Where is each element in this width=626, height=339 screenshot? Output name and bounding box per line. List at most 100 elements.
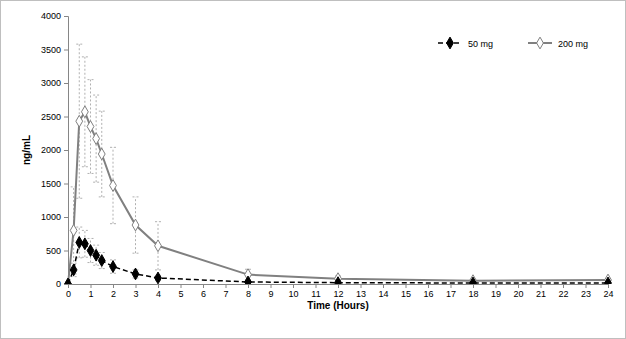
tick-label: 16 <box>423 289 433 299</box>
marker <box>470 277 477 284</box>
tick-label: 0 <box>66 289 71 299</box>
tick: 14 <box>378 284 388 299</box>
tick-label: 23 <box>581 289 591 299</box>
tick-label: 3500 <box>41 45 61 55</box>
marker <box>98 255 105 267</box>
legend-marker <box>447 37 454 49</box>
tick: 3500 <box>41 45 68 55</box>
tick-label: 18 <box>468 289 478 299</box>
tick-label: 15 <box>401 289 411 299</box>
tick-mark <box>383 284 384 288</box>
tick-label: 10 <box>288 289 298 299</box>
marker <box>81 106 88 118</box>
error-bar <box>82 230 88 257</box>
tick: 1 <box>88 284 93 299</box>
tick: 11 <box>311 284 320 299</box>
chart-border <box>1 1 626 339</box>
tick-mark <box>428 284 429 288</box>
legend: 50 mg200 mg <box>438 37 588 49</box>
tick-mark <box>91 284 92 288</box>
tick-label: 9 <box>268 289 273 299</box>
tick-label: 4 <box>156 289 161 299</box>
tick-label: 12 <box>333 289 343 299</box>
tick-label: 0 <box>56 279 61 289</box>
tick-mark <box>316 284 317 288</box>
error-bar <box>110 147 116 223</box>
y-axis: 0 500 1000 1500 2000 2500 3000 3500 4000 <box>41 11 69 289</box>
tick: 17 <box>446 284 456 299</box>
error-bar <box>99 111 105 197</box>
marker <box>76 237 83 249</box>
tick-label: 11 <box>311 289 320 299</box>
tick-mark <box>64 284 68 285</box>
tick-mark <box>541 284 542 288</box>
legend-label: 50 mg <box>468 39 493 49</box>
marker <box>65 278 72 284</box>
tick-mark <box>136 284 137 288</box>
marker <box>70 225 77 237</box>
tick-label: 21 <box>536 289 546 299</box>
tick: 4000 <box>41 11 68 21</box>
marker <box>70 264 77 276</box>
error-bar <box>82 57 88 167</box>
error-bar <box>93 95 99 182</box>
tick: 2 <box>111 284 116 299</box>
tick-label: 1 <box>88 289 93 299</box>
tick-label: 500 <box>46 246 61 256</box>
tick: 500 <box>46 246 68 256</box>
tick: 12 <box>333 284 343 299</box>
tick: 15 <box>401 284 411 299</box>
tick-label: 1000 <box>41 212 61 222</box>
error-bars <box>65 44 611 284</box>
data-area <box>65 44 612 284</box>
series-group <box>65 44 612 284</box>
tick-mark <box>64 251 68 252</box>
tick: 2000 <box>41 145 68 155</box>
tick-label: 24 <box>603 289 613 299</box>
tick-label: 3 <box>133 289 138 299</box>
y-axis-title: ng/mL <box>21 135 32 165</box>
tick-mark <box>361 284 362 288</box>
marker <box>110 180 117 192</box>
tick-label: 2000 <box>41 145 61 155</box>
legend-marker <box>537 37 544 49</box>
tick-mark <box>181 284 182 288</box>
tick-mark <box>518 284 519 288</box>
tick: 1500 <box>41 179 68 189</box>
tick-label: 13 <box>356 289 366 299</box>
marker <box>81 238 88 250</box>
marker <box>605 277 612 284</box>
tick: 4 <box>156 284 161 299</box>
error-bar <box>110 260 116 273</box>
tick-label: 3000 <box>41 78 61 88</box>
tick-label: 19 <box>491 289 501 299</box>
tick-label: 5 <box>178 289 183 299</box>
tick-mark <box>406 284 407 288</box>
tick-mark <box>473 284 474 288</box>
tick-label: 1500 <box>41 179 61 189</box>
tick: 19 <box>491 284 501 299</box>
tick-mark <box>64 50 68 51</box>
error-bar <box>155 222 161 270</box>
tick: 10 <box>288 284 298 299</box>
marker <box>335 277 342 284</box>
tick-mark <box>113 284 114 288</box>
error-bar <box>88 80 94 174</box>
tick: 23 <box>581 284 591 299</box>
tick-mark <box>271 284 272 288</box>
error-bar <box>93 245 99 265</box>
tick-label: 14 <box>378 289 388 299</box>
tick-mark <box>608 284 609 288</box>
tick: 5 <box>178 284 183 299</box>
x-axis-title: Time (Hours) <box>307 300 369 311</box>
tick-label: 4000 <box>41 11 61 21</box>
tick-mark <box>64 117 68 118</box>
tick: 2500 <box>41 112 68 122</box>
tick-mark <box>64 83 68 84</box>
tick: 22 <box>558 284 568 299</box>
tick-mark <box>226 284 227 288</box>
chart: 0123456789101112131415161718192021222324… <box>0 0 626 339</box>
tick: 18 <box>468 284 478 299</box>
tick: 7 <box>223 284 228 299</box>
tick: 1000 <box>41 212 68 222</box>
